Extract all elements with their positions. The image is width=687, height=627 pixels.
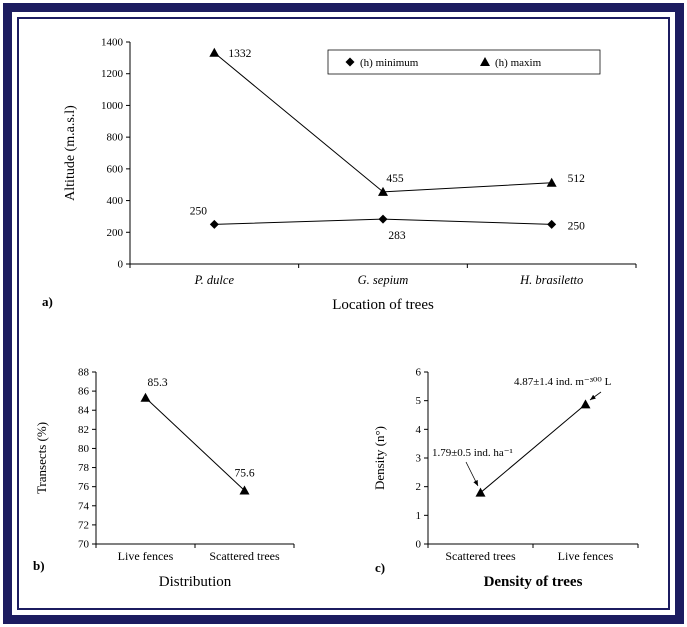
svg-text:600: 600 xyxy=(107,163,124,175)
svg-text:Live fences: Live fences xyxy=(118,549,174,563)
svg-text:76: 76 xyxy=(78,481,90,493)
svg-text:250: 250 xyxy=(568,220,586,232)
svg-text:74: 74 xyxy=(78,500,90,512)
svg-text:Distribution: Distribution xyxy=(159,574,232,590)
svg-text:80: 80 xyxy=(78,443,90,455)
svg-text:78: 78 xyxy=(78,462,90,474)
svg-text:Scattered trees: Scattered trees xyxy=(445,549,516,563)
altitude-chart: 0 200 400 600 800 1000 1200 1400 P. dulce G. sepi… xyxy=(63,37,637,313)
svg-text:H. brasiletto: H. brasiletto xyxy=(519,273,583,287)
svg-text:85.3: 85.3 xyxy=(147,377,167,389)
svg-text:(h) minimum: (h) minimum xyxy=(360,57,419,69)
svg-text:2: 2 xyxy=(416,481,422,493)
svg-text:G. sepium: G. sepium xyxy=(358,273,409,287)
svg-text:86: 86 xyxy=(78,386,90,398)
panel-label-a: a) xyxy=(42,294,53,309)
svg-text:Density (n°): Density (n°) xyxy=(372,426,387,490)
svg-text:4: 4 xyxy=(416,424,422,436)
svg-text:200: 200 xyxy=(107,227,124,239)
svg-text:512: 512 xyxy=(568,173,586,185)
svg-text:1200: 1200 xyxy=(101,68,124,80)
svg-text:455: 455 xyxy=(386,173,404,185)
svg-text:283: 283 xyxy=(388,230,406,242)
svg-text:1.79±0.5 ind. ha⁻¹: 1.79±0.5 ind. ha⁻¹ xyxy=(432,447,513,459)
figure-frame: 0 200 400 600 800 1000 1200 1400 P. dulce G. sepi… xyxy=(3,3,684,624)
svg-text:0: 0 xyxy=(416,539,422,551)
svg-text:800: 800 xyxy=(107,132,124,144)
svg-text:1332: 1332 xyxy=(228,48,251,60)
svg-text:84: 84 xyxy=(78,405,90,417)
density-chart: 0 1 2 3 4 5 6 Scattered trees Live fences 1.79±0.… xyxy=(372,367,639,590)
svg-text:6: 6 xyxy=(416,367,422,379)
svg-text:75.6: 75.6 xyxy=(234,467,254,479)
svg-text:72: 72 xyxy=(78,519,89,531)
panel-label-b: b) xyxy=(33,558,45,573)
svg-text:4.87±1.4 ind. m⁻³⁰⁰ L: 4.87±1.4 ind. m⁻³⁰⁰ L xyxy=(514,376,612,388)
panel-label-c: c) xyxy=(375,560,386,575)
svg-text:Scattered trees: Scattered trees xyxy=(209,549,280,563)
svg-text:(h) maxim: (h) maxim xyxy=(495,57,542,69)
svg-text:3: 3 xyxy=(416,453,422,465)
svg-text:P. dulce: P. dulce xyxy=(194,273,235,287)
svg-text:Altitude (m.a.s.l): Altitude (m.a.s.l) xyxy=(63,105,78,201)
svg-text:1400: 1400 xyxy=(101,37,124,49)
svg-text:Density of trees: Density of trees xyxy=(484,574,583,590)
svg-text:88: 88 xyxy=(78,367,90,379)
svg-text:1: 1 xyxy=(416,510,422,522)
svg-text:5: 5 xyxy=(416,395,422,407)
svg-text:70: 70 xyxy=(78,539,90,551)
svg-text:250: 250 xyxy=(190,205,208,217)
svg-text:1000: 1000 xyxy=(101,100,124,112)
svg-text:82: 82 xyxy=(78,424,89,436)
svg-text:400: 400 xyxy=(107,195,124,207)
transects-chart: 70 72 74 76 78 80 82 84 86 88 Live fences Scattered… xyxy=(34,367,295,590)
svg-text:Location of trees: Location of trees xyxy=(332,297,434,313)
svg-text:Live fences: Live fences xyxy=(558,549,614,563)
svg-text:0: 0 xyxy=(118,259,124,271)
svg-text:Transects (%): Transects (%) xyxy=(34,422,49,494)
